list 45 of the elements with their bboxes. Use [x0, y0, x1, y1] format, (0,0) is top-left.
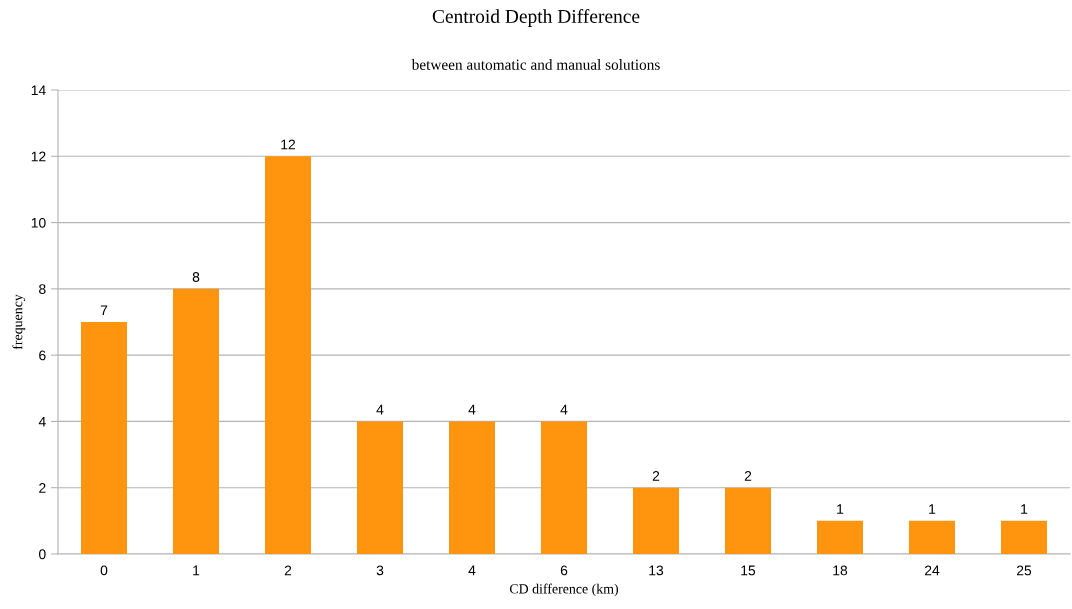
x-tick-label: 13	[649, 565, 664, 576]
y-tick-label: 4	[38, 416, 46, 427]
bar	[909, 520, 955, 554]
x-tick-label: 25	[1016, 565, 1032, 576]
x-axis-title: CD difference (km)	[509, 583, 619, 597]
data-label: 7	[100, 305, 108, 315]
bar	[541, 421, 587, 554]
data-label: 1	[837, 504, 844, 514]
x-tick-label: 3	[376, 565, 384, 576]
y-tick-label: 2	[39, 483, 46, 493]
data-label: 2	[652, 470, 660, 481]
data-label: 4	[560, 404, 568, 415]
chart-subtitle: between automatic and manual solutions	[411, 59, 660, 70]
data-label: 4	[376, 404, 384, 415]
bar	[81, 322, 127, 554]
data-label: 4	[468, 404, 476, 415]
x-tick-label: 18	[833, 565, 848, 576]
x-tick-label: 2	[284, 565, 292, 576]
bar	[633, 487, 679, 554]
y-tick-label: 0	[39, 549, 46, 560]
data-label: 8	[192, 272, 200, 282]
data-label: 1	[1021, 504, 1028, 514]
x-tick-label: 24	[924, 565, 940, 576]
bar	[817, 520, 863, 554]
bar	[357, 421, 403, 554]
y-axis-title: frequency	[12, 294, 26, 350]
x-tick-label: 1	[193, 565, 200, 576]
chart-title: Centroid Depth Difference	[432, 9, 640, 27]
bar	[265, 156, 311, 554]
bar	[1001, 520, 1047, 554]
data-label: 2	[744, 470, 752, 481]
x-tick-label: 0	[100, 565, 108, 576]
y-tick-label: 12	[31, 151, 46, 162]
y-tick-label: 8	[39, 284, 46, 295]
data-label: 12	[281, 139, 296, 150]
x-tick-label: 4	[468, 565, 476, 576]
x-tick-label: 6	[560, 565, 568, 576]
y-tick-label: 6	[39, 350, 46, 361]
data-label: 1	[929, 504, 936, 514]
bar	[725, 487, 771, 554]
x-tick-label: 15	[741, 565, 756, 576]
bar	[449, 421, 495, 554]
bar	[173, 288, 219, 554]
y-tick-label: 14	[31, 85, 46, 96]
y-tick-label: 10	[31, 217, 46, 228]
